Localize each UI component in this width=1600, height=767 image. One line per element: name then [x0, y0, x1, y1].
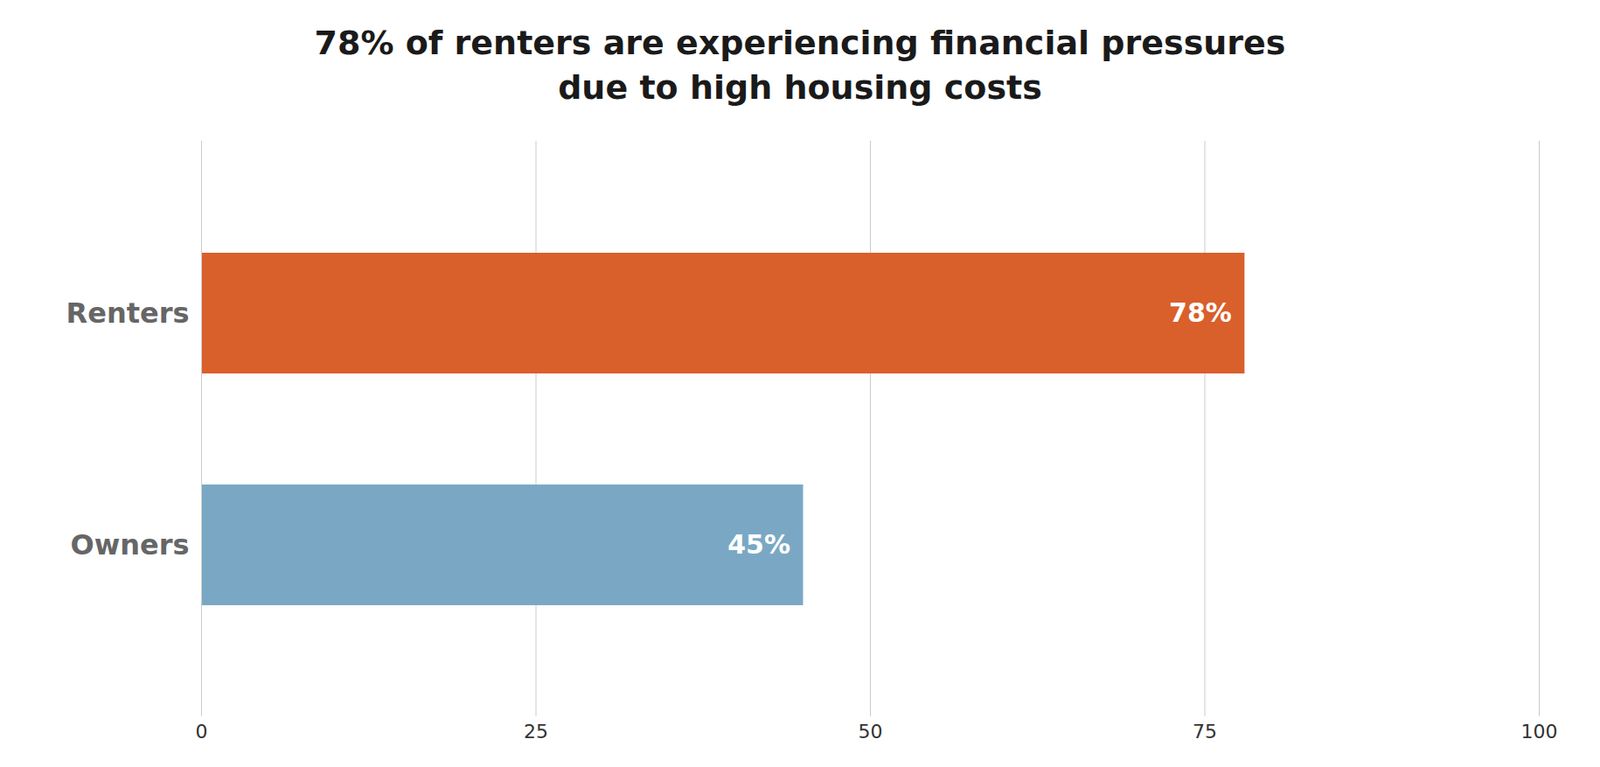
svg-text:100: 100 [1521, 720, 1559, 743]
html-text:78% of renters are experiencin: 78% of renters are experiencing financia… [314, 23, 1286, 63]
svg-text:Renters: Renters [66, 295, 190, 329]
svg-text:75: 75 [1192, 720, 1218, 743]
svg-text:78%: 78% [1168, 297, 1232, 328]
svg-text:50: 50 [858, 720, 884, 743]
svg-text:0: 0 [195, 720, 209, 743]
html-text:due to high housing costs: due to high housing costs [557, 68, 1043, 107]
svg-text:45%: 45% [727, 528, 791, 560]
svg-text:Owners: Owners [69, 527, 189, 561]
svg-text:25: 25 [523, 720, 549, 743]
